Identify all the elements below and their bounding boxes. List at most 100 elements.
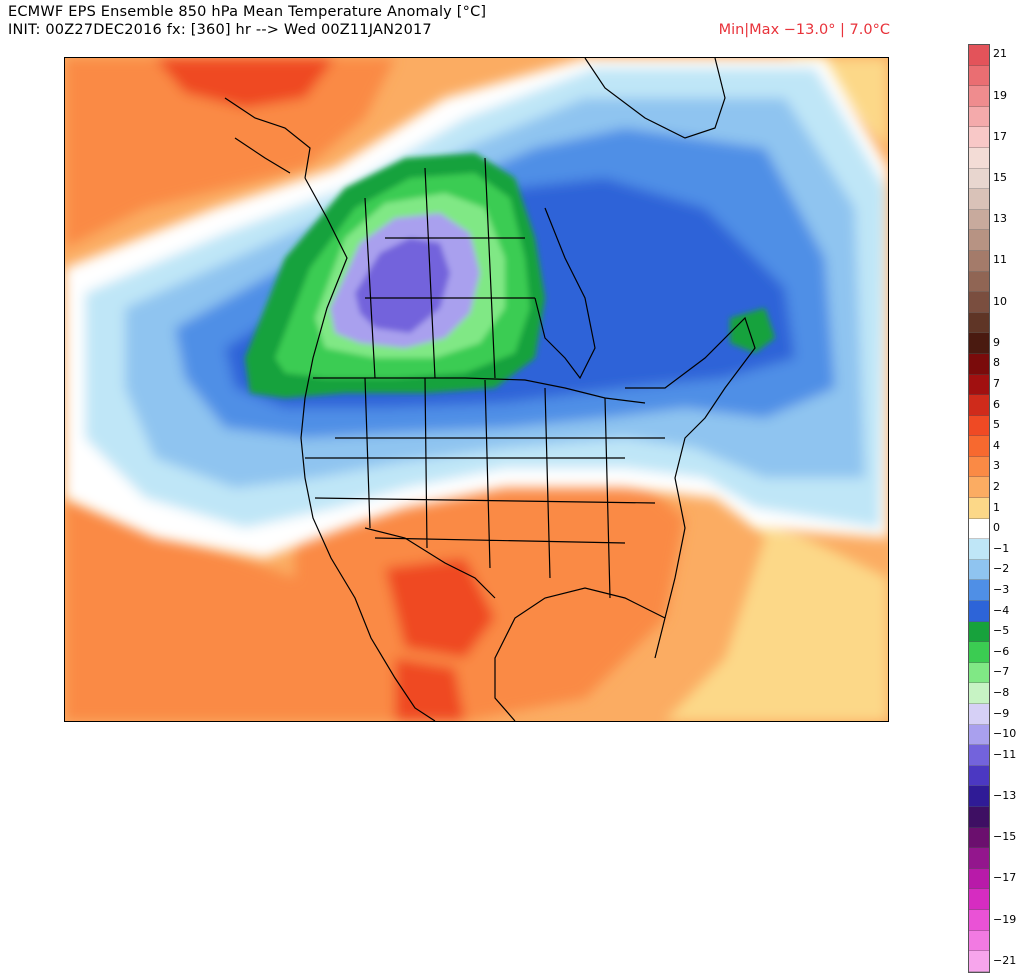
legend-label: −9 — [993, 706, 1010, 720]
legend-swatch — [969, 724, 989, 746]
legend-label: 19 — [993, 88, 1007, 102]
cold-green-east-patch — [730, 308, 775, 353]
legend-swatch — [969, 518, 989, 540]
legend-swatch — [969, 642, 989, 663]
legend-swatch — [969, 786, 989, 807]
anomaly-map — [64, 57, 889, 722]
legend-label: 13 — [993, 212, 1007, 226]
legend-swatch — [969, 209, 989, 231]
border-us-mexico — [364, 527, 496, 599]
legend-label: 15 — [993, 170, 1007, 184]
legend-label: 2 — [993, 479, 1000, 493]
legend-label: −8 — [993, 685, 1010, 699]
legend-label: −19 — [993, 912, 1017, 926]
legend-swatch — [969, 65, 989, 87]
legend-label: 8 — [993, 356, 1000, 370]
legend-label: −11 — [993, 747, 1017, 761]
legend-swatch — [969, 436, 989, 457]
legend-swatch — [969, 868, 989, 890]
legend-swatch — [969, 889, 989, 910]
legend-swatch — [969, 292, 989, 313]
init-forecast-line: INIT: 00Z27DEC2016 fx: [360] hr --> Wed … — [8, 22, 432, 38]
legend-label: −15 — [993, 830, 1017, 844]
legend-label: 0 — [993, 521, 1000, 535]
legend-swatch — [969, 353, 989, 375]
legend-swatch — [969, 621, 989, 643]
legend-label: 5 — [993, 418, 1000, 432]
legend-swatch — [969, 930, 989, 952]
legend-swatch — [969, 498, 989, 519]
legend-swatch — [969, 271, 989, 293]
warm-alaska-core — [155, 58, 335, 108]
warm-us-south — [295, 458, 685, 721]
legend-swatch — [969, 704, 989, 725]
legend-swatch — [969, 683, 989, 704]
legend-label: 11 — [993, 253, 1007, 267]
legend-swatch — [969, 168, 989, 190]
legend-swatch — [969, 477, 989, 499]
legend-label: −21 — [993, 953, 1017, 967]
legend-label: −5 — [993, 624, 1010, 638]
legend-swatch — [969, 230, 989, 251]
coastline-greenland — [584, 58, 726, 139]
political-boundaries — [224, 58, 756, 721]
coastline-gulf — [494, 587, 666, 721]
legend-swatch — [969, 189, 989, 210]
coastline-hudson — [534, 207, 596, 380]
legend-label: 17 — [993, 129, 1007, 143]
legend-swatch — [969, 106, 989, 128]
warm-southwest-pacific — [65, 498, 325, 721]
legend-swatch — [969, 951, 989, 972]
legend-label: −7 — [993, 665, 1010, 679]
legend-label: −2 — [993, 562, 1010, 576]
legend-label: 21 — [993, 47, 1007, 61]
warm-texas-core — [385, 558, 495, 658]
legend-swatch — [969, 745, 989, 766]
chart-title: ECMWF EPS Ensemble 850 hPa Mean Temperat… — [8, 4, 487, 20]
legend-swatch — [969, 848, 989, 869]
legend-label: 3 — [993, 459, 1000, 473]
legend-swatch — [969, 539, 989, 560]
coastline-west — [300, 177, 436, 721]
legend-swatch — [969, 333, 989, 354]
canada-provinces — [364, 157, 535, 379]
legend-label: −3 — [993, 582, 1010, 596]
warm-pale-east — [625, 458, 888, 721]
internal-lines — [305, 377, 665, 599]
legend-swatch — [969, 127, 989, 148]
warm-northwest-pacific — [65, 58, 395, 248]
legend-label: 7 — [993, 376, 1000, 390]
legend-label: −17 — [993, 871, 1017, 885]
legend-swatch — [969, 827, 989, 849]
legend-label: −13 — [993, 788, 1017, 802]
legend-label: 9 — [993, 335, 1000, 349]
coastline-alaska — [224, 97, 311, 179]
legend-swatch — [969, 395, 989, 416]
legend-swatch — [969, 662, 989, 684]
legend-swatch — [969, 147, 989, 169]
legend-label: 10 — [993, 294, 1007, 308]
legend-label: 6 — [993, 397, 1000, 411]
legend-swatch — [969, 250, 989, 272]
legend-swatch — [969, 415, 989, 437]
legend-label: 4 — [993, 438, 1000, 452]
legend-swatch — [969, 456, 989, 478]
legend-swatch — [969, 601, 989, 622]
legend-swatch — [969, 312, 989, 334]
legend-swatch — [969, 86, 989, 107]
legend-swatch — [969, 806, 989, 828]
color-legend-bar — [968, 44, 990, 973]
legend-swatch — [969, 559, 989, 581]
legend-label: −4 — [993, 603, 1010, 617]
legend-swatch — [969, 580, 989, 602]
legend-swatch — [969, 45, 989, 66]
warm-pale-northeast — [785, 58, 888, 148]
legend-label: −10 — [993, 727, 1017, 741]
legend-swatch — [969, 765, 989, 787]
legend-label: −1 — [993, 541, 1010, 555]
legend-label: −6 — [993, 644, 1010, 658]
legend-swatch — [969, 374, 989, 396]
coastline-east — [625, 316, 756, 659]
legend-swatch — [969, 909, 989, 931]
legend-label: 1 — [993, 500, 1000, 514]
